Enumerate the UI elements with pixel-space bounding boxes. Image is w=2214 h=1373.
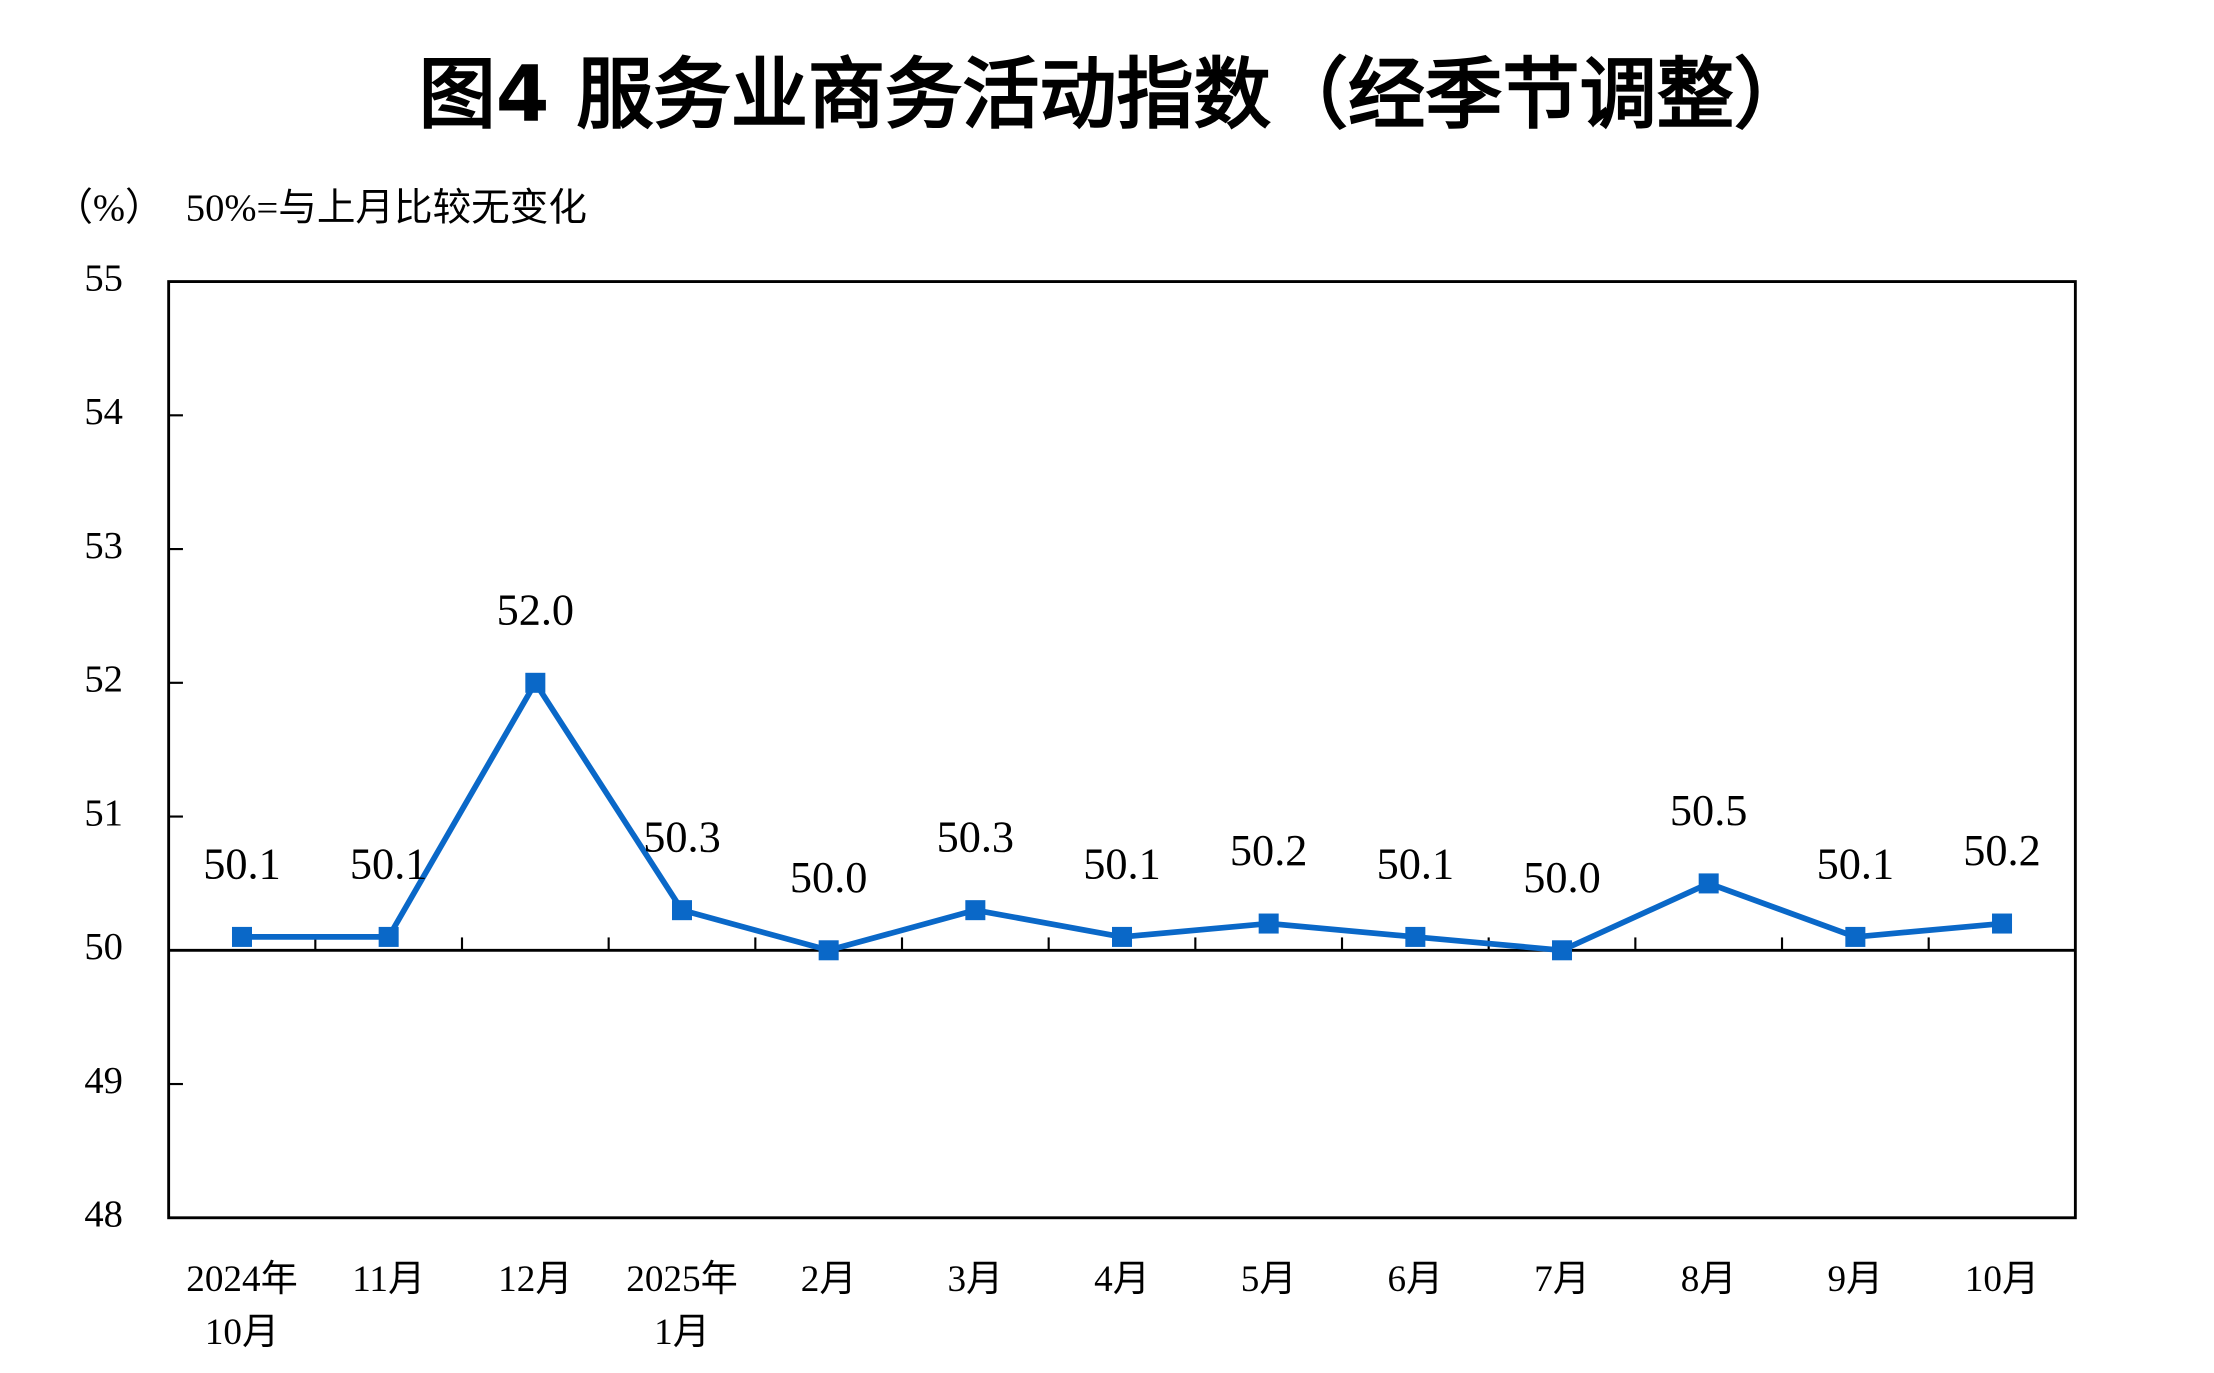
y-tick-label: 49 (84, 1060, 123, 1102)
value-label: 50.0 (790, 853, 868, 902)
x-tick-label: 2月 (801, 1259, 857, 1300)
y-tick-label: 52 (84, 659, 123, 701)
point (1845, 926, 1866, 947)
value-label: 50.1 (1817, 839, 1895, 888)
x-tick-label-line: 11月 (352, 1259, 425, 1300)
x-tick-label-line: 5月 (1241, 1259, 1297, 1300)
y-tick-label: 50 (84, 926, 123, 968)
x-tick-label-line: 8月 (1681, 1259, 1737, 1300)
point (1552, 940, 1573, 961)
x-tick-label: 10月 (1965, 1259, 2039, 1300)
x-tick-label: 9月 (1827, 1259, 1883, 1300)
x-tick-label-line: 4月 (1094, 1259, 1150, 1300)
x-tick-label-line: 2025年 (626, 1258, 737, 1300)
value-label: 50.2 (1963, 826, 2041, 875)
value-label: 50.0 (1523, 853, 1601, 902)
value-label: 50.3 (643, 813, 721, 862)
x-tick-label: 5月 (1241, 1259, 1297, 1300)
value-label: 52.0 (497, 585, 575, 634)
x-tick-label-line: 10月 (205, 1312, 279, 1353)
point (231, 926, 252, 947)
x-tick-label-line: 7月 (1534, 1259, 1590, 1300)
value-label: 50.1 (1377, 839, 1455, 888)
point (1112, 926, 1133, 947)
x-tick-label: 12月 (498, 1259, 572, 1300)
x-tick-label-line: 9月 (1827, 1259, 1883, 1300)
x-tick-label-line: 1月 (654, 1312, 710, 1353)
y-tick-label: 53 (84, 525, 123, 567)
point (965, 900, 986, 921)
value-label: 50.1 (1083, 839, 1161, 888)
x-tick-label: 7月 (1534, 1259, 1590, 1300)
y-tick-label: 51 (84, 792, 123, 834)
point (1698, 873, 1719, 894)
point (378, 926, 399, 947)
x-tick-label: 11月 (352, 1259, 425, 1300)
value-label: 50.1 (203, 839, 281, 888)
x-tick-label: 4月 (1094, 1259, 1150, 1300)
value-label: 50.1 (350, 839, 428, 888)
x-tick-label-line: 12月 (498, 1259, 572, 1300)
value-label: 50.3 (937, 813, 1015, 862)
x-tick-label-line: 2月 (801, 1259, 857, 1300)
x-tick-label-line: 6月 (1387, 1259, 1443, 1300)
chart-title: 图4 服务业商务活动指数（经季节调整） (419, 50, 1811, 140)
x-tick-label: 8月 (1681, 1259, 1737, 1300)
point (671, 900, 693, 921)
note: 50%=与上月比较无变化 (186, 186, 587, 229)
x-tick-label-line: 10月 (1965, 1259, 2039, 1300)
point (1405, 926, 1426, 947)
point (818, 940, 839, 961)
point (525, 672, 546, 693)
y-tick-label: 54 (84, 391, 123, 433)
plot-frame (167, 280, 2077, 1220)
x-tick-label-line: 3月 (947, 1259, 1003, 1300)
x-tick-label: 6月 (1387, 1259, 1443, 1300)
y-unit: （%） (54, 187, 163, 229)
point (1258, 913, 1279, 934)
point (1992, 913, 2013, 934)
x-tick-label-line: 2024年 (186, 1258, 297, 1300)
x-tick-label: 3月 (947, 1259, 1003, 1300)
x-tick-label: 2025年 1月 (626, 1258, 737, 1353)
y-tick-label: 55 (84, 257, 123, 299)
value-label: 50.2 (1230, 826, 1308, 875)
value-label: 50.5 (1670, 786, 1748, 835)
x-tick-label: 2024年 10月 (186, 1258, 297, 1353)
y-tick-label: 48 (84, 1194, 123, 1236)
